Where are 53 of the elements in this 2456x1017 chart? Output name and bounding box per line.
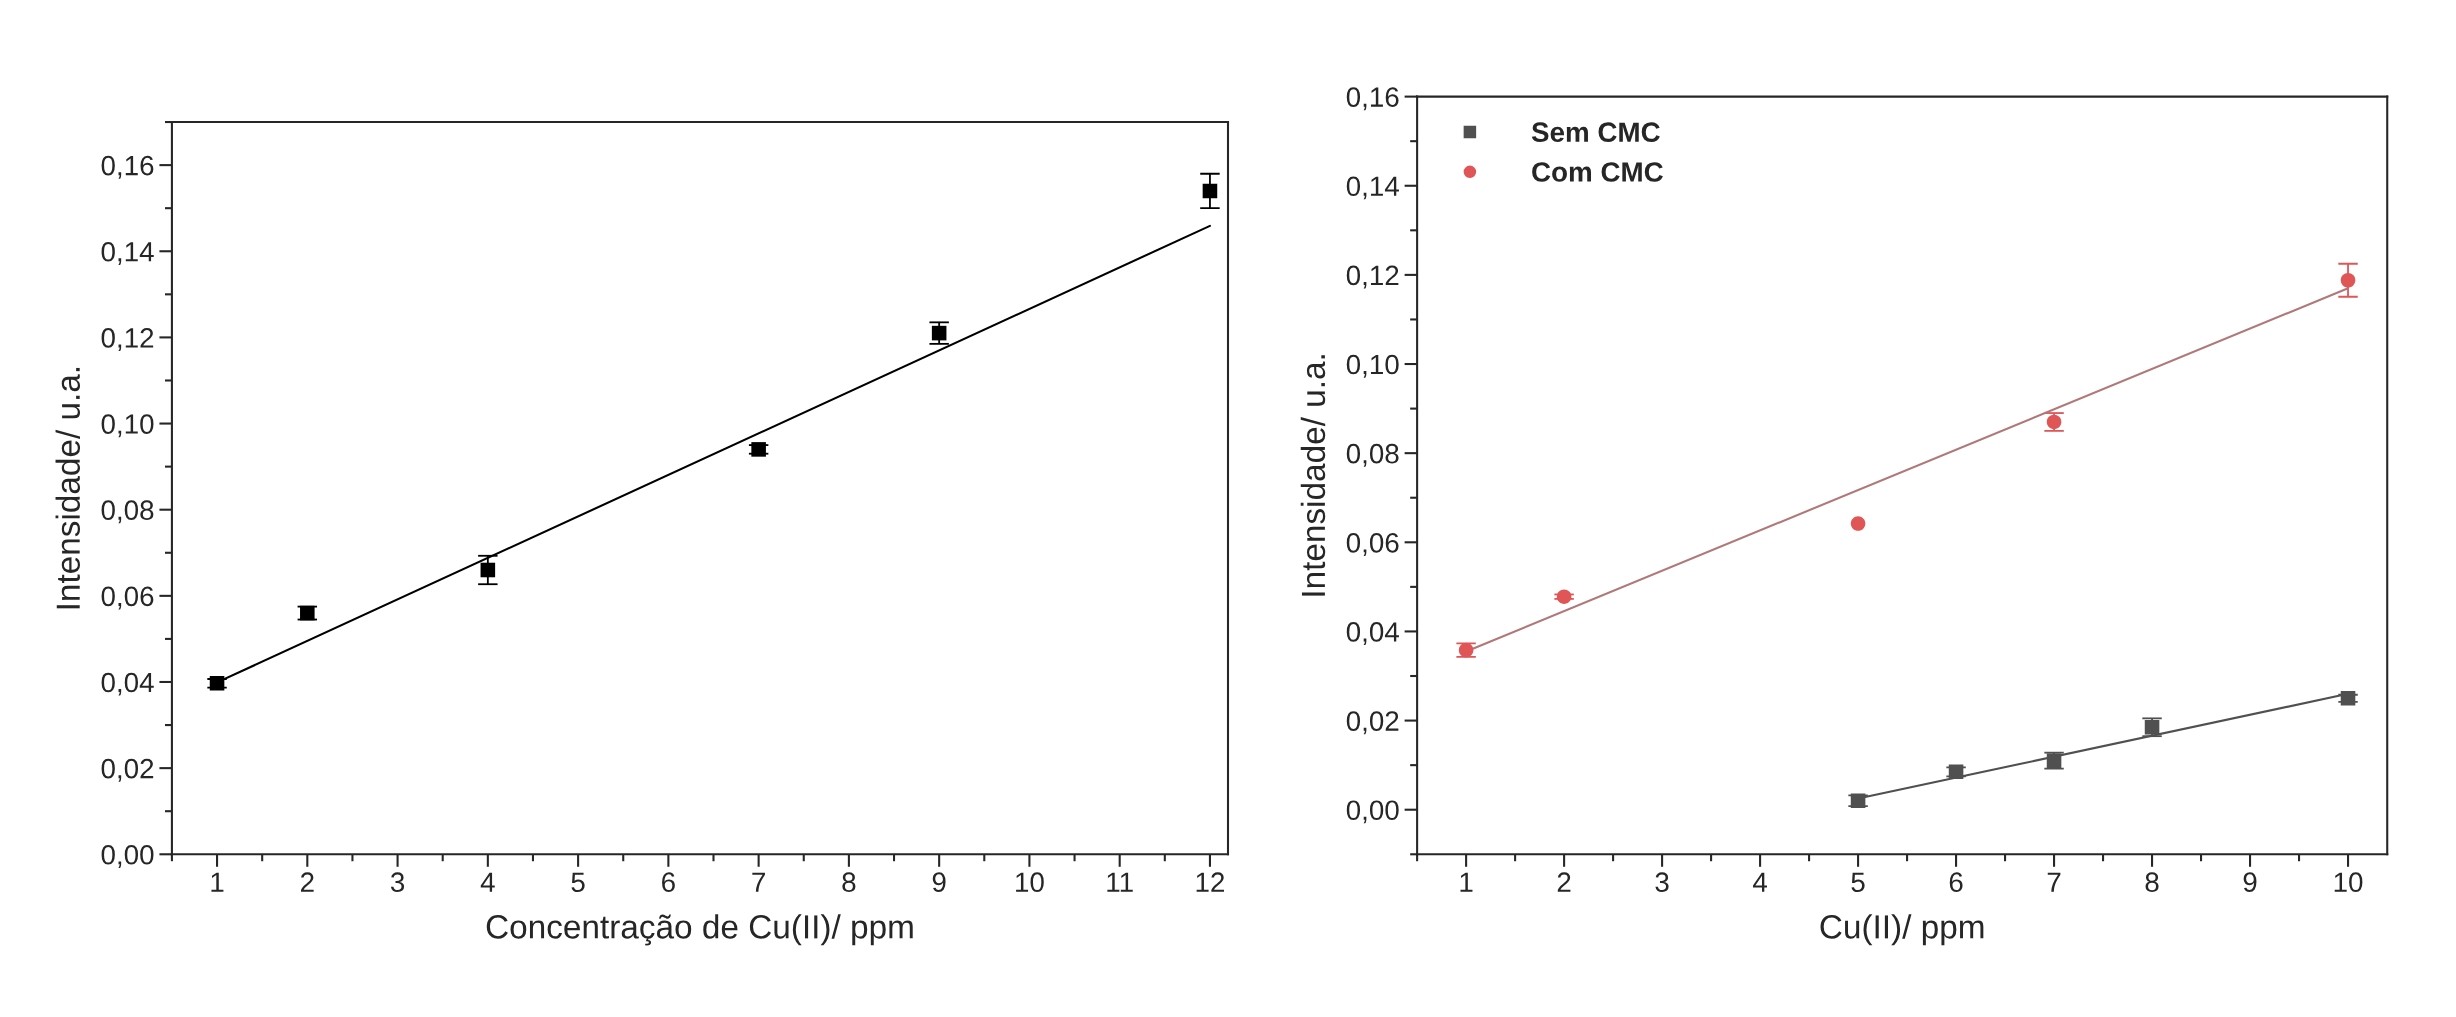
y-tick-label: 0,00 <box>1346 800 1399 824</box>
y-tick-label: 0,06 <box>1346 532 1399 556</box>
y-tick-label: 0,04 <box>1346 622 1399 646</box>
x-axis-title: Cu(II)/ ppm <box>1820 914 1984 946</box>
x-tick-label: 9 <box>932 872 946 893</box>
y-tick-label: 0,14 <box>1346 176 1399 200</box>
x-tick-label: 6 <box>662 872 675 893</box>
x-tick-label: 5 <box>571 872 585 893</box>
y-tick-label: 0,10 <box>1346 354 1399 378</box>
point <box>1202 183 1218 199</box>
y-axis-title: Intensidade/ u.a. <box>1300 355 1326 596</box>
y-tick-label: 0,02 <box>1346 711 1399 735</box>
x-tick-label: 8 <box>2145 872 2159 893</box>
y-tick-label: 0,04 <box>101 672 154 696</box>
x-tick-label: 8 <box>842 872 856 893</box>
y-tick-label: 0,14 <box>101 241 154 265</box>
x-tick-label: 4 <box>1753 872 1767 892</box>
y-tick-label: 0,08 <box>1346 443 1399 467</box>
x-tick-label: 11 <box>1107 872 1133 892</box>
point <box>1850 516 1866 531</box>
x-tick-label: 9 <box>2243 872 2257 893</box>
y-tick-label: 0,10 <box>101 414 154 438</box>
y-tick-label: 0,02 <box>101 758 154 782</box>
x-tick-label: 3 <box>1655 872 1669 893</box>
x-tick-label: 5 <box>1851 872 1865 893</box>
point <box>751 442 766 457</box>
y-axis-title: Intensidade/ u.a. <box>55 367 81 609</box>
x-tick-label: 1 <box>1460 872 1473 892</box>
x-tick-label: 2 <box>300 872 314 892</box>
y-tick-label: 0,16 <box>101 155 154 179</box>
x-tick-label: 3 <box>390 872 405 893</box>
point <box>300 605 315 621</box>
y-tick-label: 0,00 <box>101 844 154 868</box>
y-tick-label: 0,08 <box>101 500 154 524</box>
point <box>1556 589 1572 604</box>
legend-label: Com CMC <box>1532 162 1663 182</box>
x-tick-label: 4 <box>480 872 495 892</box>
point <box>480 562 496 578</box>
x-tick-label: 10 <box>1016 872 1044 893</box>
x-tick-label: 7 <box>752 872 765 892</box>
y-tick-label: 0,12 <box>1346 265 1399 289</box>
x-tick-label: 2 <box>1557 872 1571 892</box>
point <box>2340 272 2356 288</box>
x-tick-label: 7 <box>2047 872 2061 892</box>
y-tick-label: 0,06 <box>101 586 154 610</box>
x-tick-label: 10 <box>2334 872 2363 893</box>
legend-label: Sem CMC <box>1531 122 1660 143</box>
y-tick-label: 0,12 <box>101 328 154 352</box>
x-tick-label: 6 <box>1949 872 1963 893</box>
x-tick-label: 1 <box>211 872 224 892</box>
x-axis-title: Concentração de Cu(II)/ ppm <box>486 914 913 946</box>
x-tick-label: 12 <box>1196 872 1224 892</box>
y-tick-label: 0,16 <box>1346 87 1399 111</box>
